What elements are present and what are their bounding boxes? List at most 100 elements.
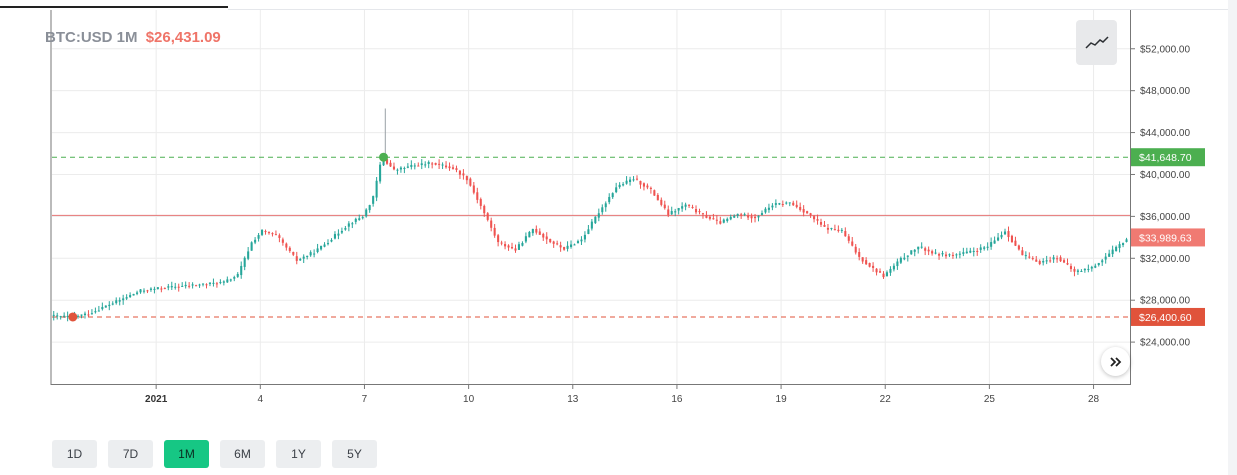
candle-body: [847, 236, 850, 241]
candle-body: [979, 247, 982, 250]
candle-body: [399, 167, 402, 170]
candle-body: [552, 241, 555, 244]
candle-body: [649, 187, 652, 189]
x-tick-label: 19: [776, 394, 788, 405]
candle-body: [358, 218, 361, 221]
range-button-1d[interactable]: 1D: [52, 440, 97, 468]
candle-body: [993, 240, 996, 244]
range-button-6m[interactable]: 6M: [220, 440, 265, 468]
candle-body: [299, 258, 302, 261]
candle-body: [181, 285, 184, 287]
candle-body: [719, 221, 722, 224]
candle-body: [122, 298, 125, 301]
low-price-tag-bg: [1131, 307, 1205, 326]
current-price: $26,431.09: [145, 29, 221, 46]
candle-body: [556, 243, 559, 245]
candle-body: [174, 286, 177, 288]
candlestick-chart[interactable]: $41,648.70 $33,989.63 $26,400.60 $24,000.0…: [0, 0, 1228, 420]
range-button-1m[interactable]: 1M: [164, 440, 209, 468]
candle-body: [910, 250, 913, 255]
candle-body: [514, 248, 517, 251]
candle-body: [375, 180, 378, 198]
candle-body: [969, 250, 972, 253]
candle-body: [1035, 259, 1038, 262]
candle-body: [715, 219, 718, 221]
candle-body: [781, 204, 784, 206]
candle-body: [538, 231, 541, 235]
candle-body: [302, 256, 305, 259]
candle-body: [1031, 258, 1034, 260]
candle-body: [608, 196, 611, 203]
candle-body: [240, 265, 243, 276]
candle-body: [809, 213, 812, 216]
candle-body: [163, 288, 166, 290]
candle-body: [83, 313, 87, 316]
candle-body: [1066, 263, 1069, 265]
candle-body: [729, 216, 732, 220]
range-button-7d[interactable]: 7D: [108, 440, 153, 468]
y-tick-label: $44,000.00: [1140, 128, 1190, 139]
x-tick-label: 25: [984, 394, 996, 405]
candle-body: [806, 211, 809, 214]
candle-body: [458, 170, 461, 175]
range-button-1y[interactable]: 1Y: [276, 440, 321, 468]
candle-body: [701, 213, 705, 215]
candle-body: [160, 288, 163, 290]
candle-body: [247, 251, 250, 259]
candle-body: [1045, 260, 1048, 262]
candle-body: [257, 235, 260, 239]
candle-body: [705, 215, 708, 218]
low-price-tag: $26,400.60: [1139, 312, 1192, 324]
candle-body: [618, 184, 621, 188]
candle-body: [320, 245, 323, 250]
candle-body: [521, 242, 524, 246]
candle-body: [688, 204, 691, 206]
candle-body: [438, 163, 441, 165]
candle-body: [309, 252, 312, 256]
candle-body: [597, 213, 600, 218]
candle-body: [924, 248, 927, 251]
candle-body: [684, 204, 687, 207]
candle-body: [212, 282, 215, 284]
x-tick-label: 4: [258, 394, 264, 405]
range-selector: 1D 7D 1M 6M 1Y 5Y: [52, 440, 377, 468]
candle-body: [861, 257, 864, 262]
candle-body: [795, 204, 798, 208]
candle-body: [917, 246, 920, 250]
candle-body: [56, 315, 59, 317]
candle-body: [535, 228, 538, 233]
candle-body: [142, 290, 146, 292]
candle-body: [361, 217, 364, 219]
candle-body: [569, 244, 573, 247]
candle-body: [601, 207, 604, 213]
candle-body: [236, 274, 239, 277]
candle-body: [389, 162, 392, 167]
high-price-tag-bg: [1131, 148, 1205, 167]
scroll-to-realtime-button[interactable]: [1101, 347, 1130, 376]
candle-body: [90, 313, 93, 315]
candle-body: [889, 268, 892, 273]
candle-body: [823, 224, 826, 227]
candle-body: [983, 247, 986, 249]
x-tick-label: 2021: [145, 394, 168, 405]
candle-body: [441, 164, 444, 166]
candle-body: [274, 234, 277, 236]
low-marker-dot: [68, 312, 78, 322]
chart-type-button[interactable]: [1076, 20, 1117, 65]
candle-body: [497, 235, 500, 243]
candle-body: [1059, 257, 1062, 262]
candle-body: [101, 307, 104, 310]
candle-body: [1125, 239, 1128, 242]
candle-body: [59, 316, 62, 318]
candle-body: [625, 180, 628, 184]
range-button-5y[interactable]: 5Y: [332, 440, 377, 468]
candle-body: [712, 218, 715, 220]
candle-body: [583, 234, 586, 240]
candle-body: [281, 239, 284, 243]
candle-body: [875, 268, 878, 273]
candle-body: [938, 254, 941, 256]
candle-body: [1038, 261, 1041, 264]
candle-body: [292, 252, 295, 255]
candle-body: [990, 242, 993, 247]
candle-body: [622, 184, 625, 186]
